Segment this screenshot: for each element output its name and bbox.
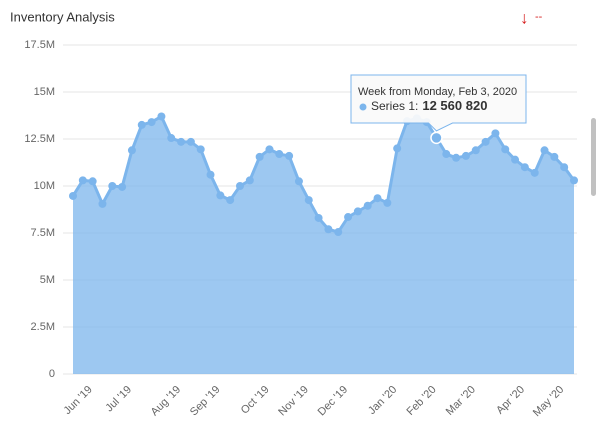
x-tick-label: Oct '19 bbox=[239, 384, 272, 417]
x-tick-label: Feb '20 bbox=[404, 384, 438, 418]
data-point bbox=[226, 196, 235, 205]
x-tick-label: Jun '19 bbox=[61, 384, 94, 417]
tooltip-value: 12 560 820 bbox=[422, 98, 487, 113]
data-point bbox=[481, 137, 490, 146]
trend-arrow: ↓ bbox=[520, 8, 529, 27]
data-point bbox=[353, 207, 362, 216]
y-tick-label: 7.5M bbox=[31, 227, 55, 239]
data-point bbox=[147, 118, 156, 127]
data-point bbox=[275, 150, 284, 159]
data-point bbox=[236, 182, 244, 190]
data-point bbox=[118, 182, 127, 191]
tooltip-line: Series 1: 12 560 820 bbox=[371, 98, 487, 113]
data-point bbox=[167, 134, 176, 143]
y-tick-label: 15M bbox=[34, 86, 55, 98]
tooltip-box bbox=[350, 74, 527, 132]
data-point bbox=[501, 145, 510, 154]
data-point bbox=[69, 191, 77, 200]
y-tick-label: 2.5M bbox=[31, 321, 55, 333]
data-point bbox=[393, 144, 402, 153]
data-point bbox=[137, 120, 146, 129]
data-point bbox=[304, 196, 313, 205]
data-point bbox=[216, 191, 225, 200]
data-point bbox=[88, 177, 97, 186]
y-tick-label: 10M bbox=[34, 180, 55, 192]
trend-change: -- bbox=[535, 11, 543, 23]
area bbox=[73, 116, 574, 374]
data-point bbox=[530, 168, 539, 177]
x-tick-label: Dec '19 bbox=[316, 384, 351, 419]
x-tick-label: May '20 bbox=[531, 384, 566, 419]
data-point bbox=[560, 163, 569, 172]
data-point bbox=[265, 145, 274, 154]
data-point bbox=[78, 176, 87, 185]
tooltip-series: Series 1: bbox=[371, 99, 418, 113]
data-point bbox=[461, 151, 470, 160]
data-point bbox=[245, 176, 254, 185]
data-point bbox=[363, 201, 372, 210]
data-point bbox=[471, 146, 480, 155]
data-point bbox=[285, 151, 294, 160]
data-point bbox=[570, 176, 578, 185]
x-tick-label: Nov '19 bbox=[276, 384, 311, 419]
scrollbar[interactable] bbox=[591, 118, 596, 196]
data-point bbox=[430, 131, 443, 145]
data-point bbox=[491, 129, 500, 138]
x-tick-label: Aug '19 bbox=[149, 384, 184, 419]
line bbox=[71, 114, 576, 234]
y-tick-label: 17.5M bbox=[24, 39, 55, 51]
x-tick-label: Sep '19 bbox=[188, 384, 223, 419]
data-point bbox=[196, 145, 205, 154]
data-point bbox=[511, 155, 520, 164]
data-point bbox=[452, 153, 461, 162]
data-point bbox=[186, 137, 195, 146]
data-point bbox=[127, 146, 136, 155]
data-point bbox=[206, 170, 215, 179]
y-tick-label: 0 bbox=[49, 368, 55, 380]
x-tick-label: Apr '20 bbox=[494, 384, 527, 417]
data-point bbox=[520, 163, 529, 172]
data-point bbox=[442, 150, 451, 159]
data-point bbox=[177, 137, 186, 146]
chart-title: Inventory Analysis bbox=[10, 9, 115, 24]
data-point bbox=[344, 213, 353, 222]
data-point bbox=[314, 213, 323, 222]
y-tick-label: 12.5M bbox=[24, 133, 55, 145]
data-point bbox=[540, 146, 549, 155]
data-point bbox=[294, 177, 303, 186]
x-tick-label: Jul '19 bbox=[103, 384, 134, 415]
data-point bbox=[324, 225, 333, 234]
data-point bbox=[98, 199, 107, 208]
data-point bbox=[373, 194, 382, 203]
tooltip-marker bbox=[359, 103, 367, 111]
data-point bbox=[550, 152, 559, 161]
data-point bbox=[334, 228, 343, 237]
y-tick-label: 5M bbox=[40, 274, 55, 286]
data-point bbox=[157, 112, 166, 121]
data-point bbox=[383, 198, 392, 207]
x-tick-label: Mar '20 bbox=[444, 384, 478, 418]
tooltip-title: Week from Monday, Feb 3, 2020 bbox=[358, 86, 517, 98]
data-point bbox=[255, 152, 264, 161]
x-tick-label: Jan '20 bbox=[366, 384, 399, 417]
data-point bbox=[108, 182, 117, 190]
